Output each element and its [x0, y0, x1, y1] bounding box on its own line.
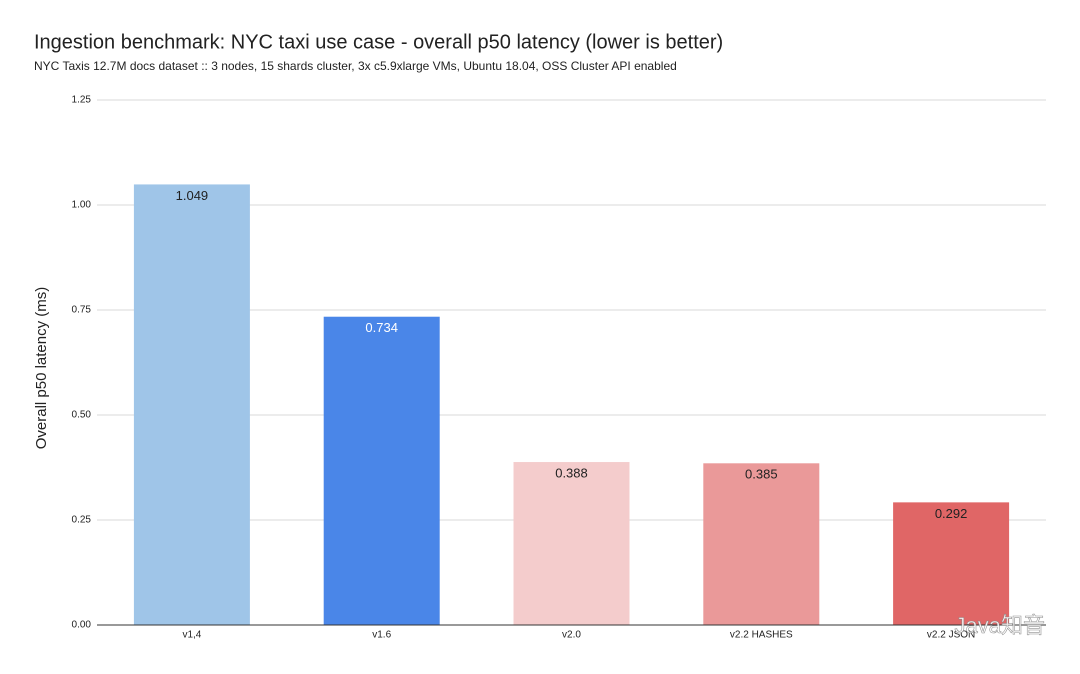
y-axis-label: Overall p50 latency (ms): [33, 287, 50, 450]
chart-title: Ingestion benchmark: NYC taxi use case -…: [34, 31, 723, 53]
value-label: 1.049: [176, 188, 209, 203]
value-label: 0.734: [365, 320, 398, 335]
value-label: 0.385: [745, 467, 778, 482]
x-tick-label: v2.0: [562, 630, 581, 641]
y-tick-label: 1.00: [72, 200, 92, 211]
bar: [513, 462, 630, 625]
x-tick-label: v2.2 HASHES: [730, 630, 793, 641]
bar: [133, 184, 250, 626]
bar: [703, 463, 820, 625]
value-label: 0.292: [935, 506, 968, 521]
x-tick-label: v2.2 JSON: [927, 630, 975, 641]
x-tick-label: v1,4: [182, 630, 201, 641]
y-tick-label: 0.50: [72, 410, 92, 421]
y-tick-label: 0.75: [72, 305, 92, 316]
y-tick-label: 1.25: [72, 95, 92, 106]
value-label: 0.388: [555, 465, 588, 480]
watermark: Java知音: [955, 613, 1045, 638]
chart-subtitle: NYC Taxis 12.7M docs dataset :: 3 nodes,…: [34, 59, 677, 73]
y-tick-label: 0.25: [72, 515, 92, 526]
bar: [323, 316, 440, 625]
x-tick-label: v1.6: [372, 630, 391, 641]
bar: [893, 502, 1010, 625]
y-tick-label: 0.00: [72, 620, 92, 631]
